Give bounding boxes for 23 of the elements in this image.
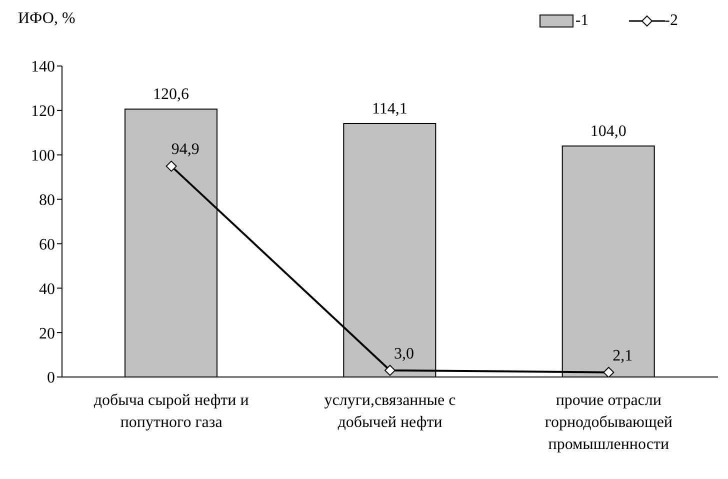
- x-tick-label: услуги,связанные с добычей нефти: [324, 392, 456, 431]
- y-tick-label: 120: [31, 103, 55, 120]
- data-label: 104,0: [590, 122, 626, 140]
- x-tick-label: добыча сырой нефти и попутного газа: [94, 392, 250, 431]
- data-label: 2,1: [612, 347, 633, 364]
- y-tick-label: 80: [39, 192, 55, 209]
- x-tick-label: прочие отрасли горнодобывающей промышленности: [544, 392, 673, 453]
- point: [603, 366, 614, 377]
- point: [384, 364, 396, 376]
- data-label: 94,9: [171, 141, 200, 158]
- legend-label: -1: [575, 12, 589, 30]
- y-tick-label: 140: [31, 58, 55, 76]
- y-axis-title: ИФО, %: [18, 10, 76, 28]
- y-tick-label: 0: [47, 370, 55, 387]
- data-label: 114,1: [372, 100, 408, 118]
- point: [166, 160, 177, 172]
- y-tick-label: 20: [39, 325, 55, 342]
- data-label: 3,0: [394, 345, 414, 362]
- y-tick-label: 40: [39, 280, 55, 298]
- data-label: 120,6: [153, 86, 189, 104]
- legend-label: -2: [664, 12, 678, 30]
- y-tick-label: 60: [39, 236, 55, 254]
- y-tick-label: 100: [31, 148, 55, 165]
